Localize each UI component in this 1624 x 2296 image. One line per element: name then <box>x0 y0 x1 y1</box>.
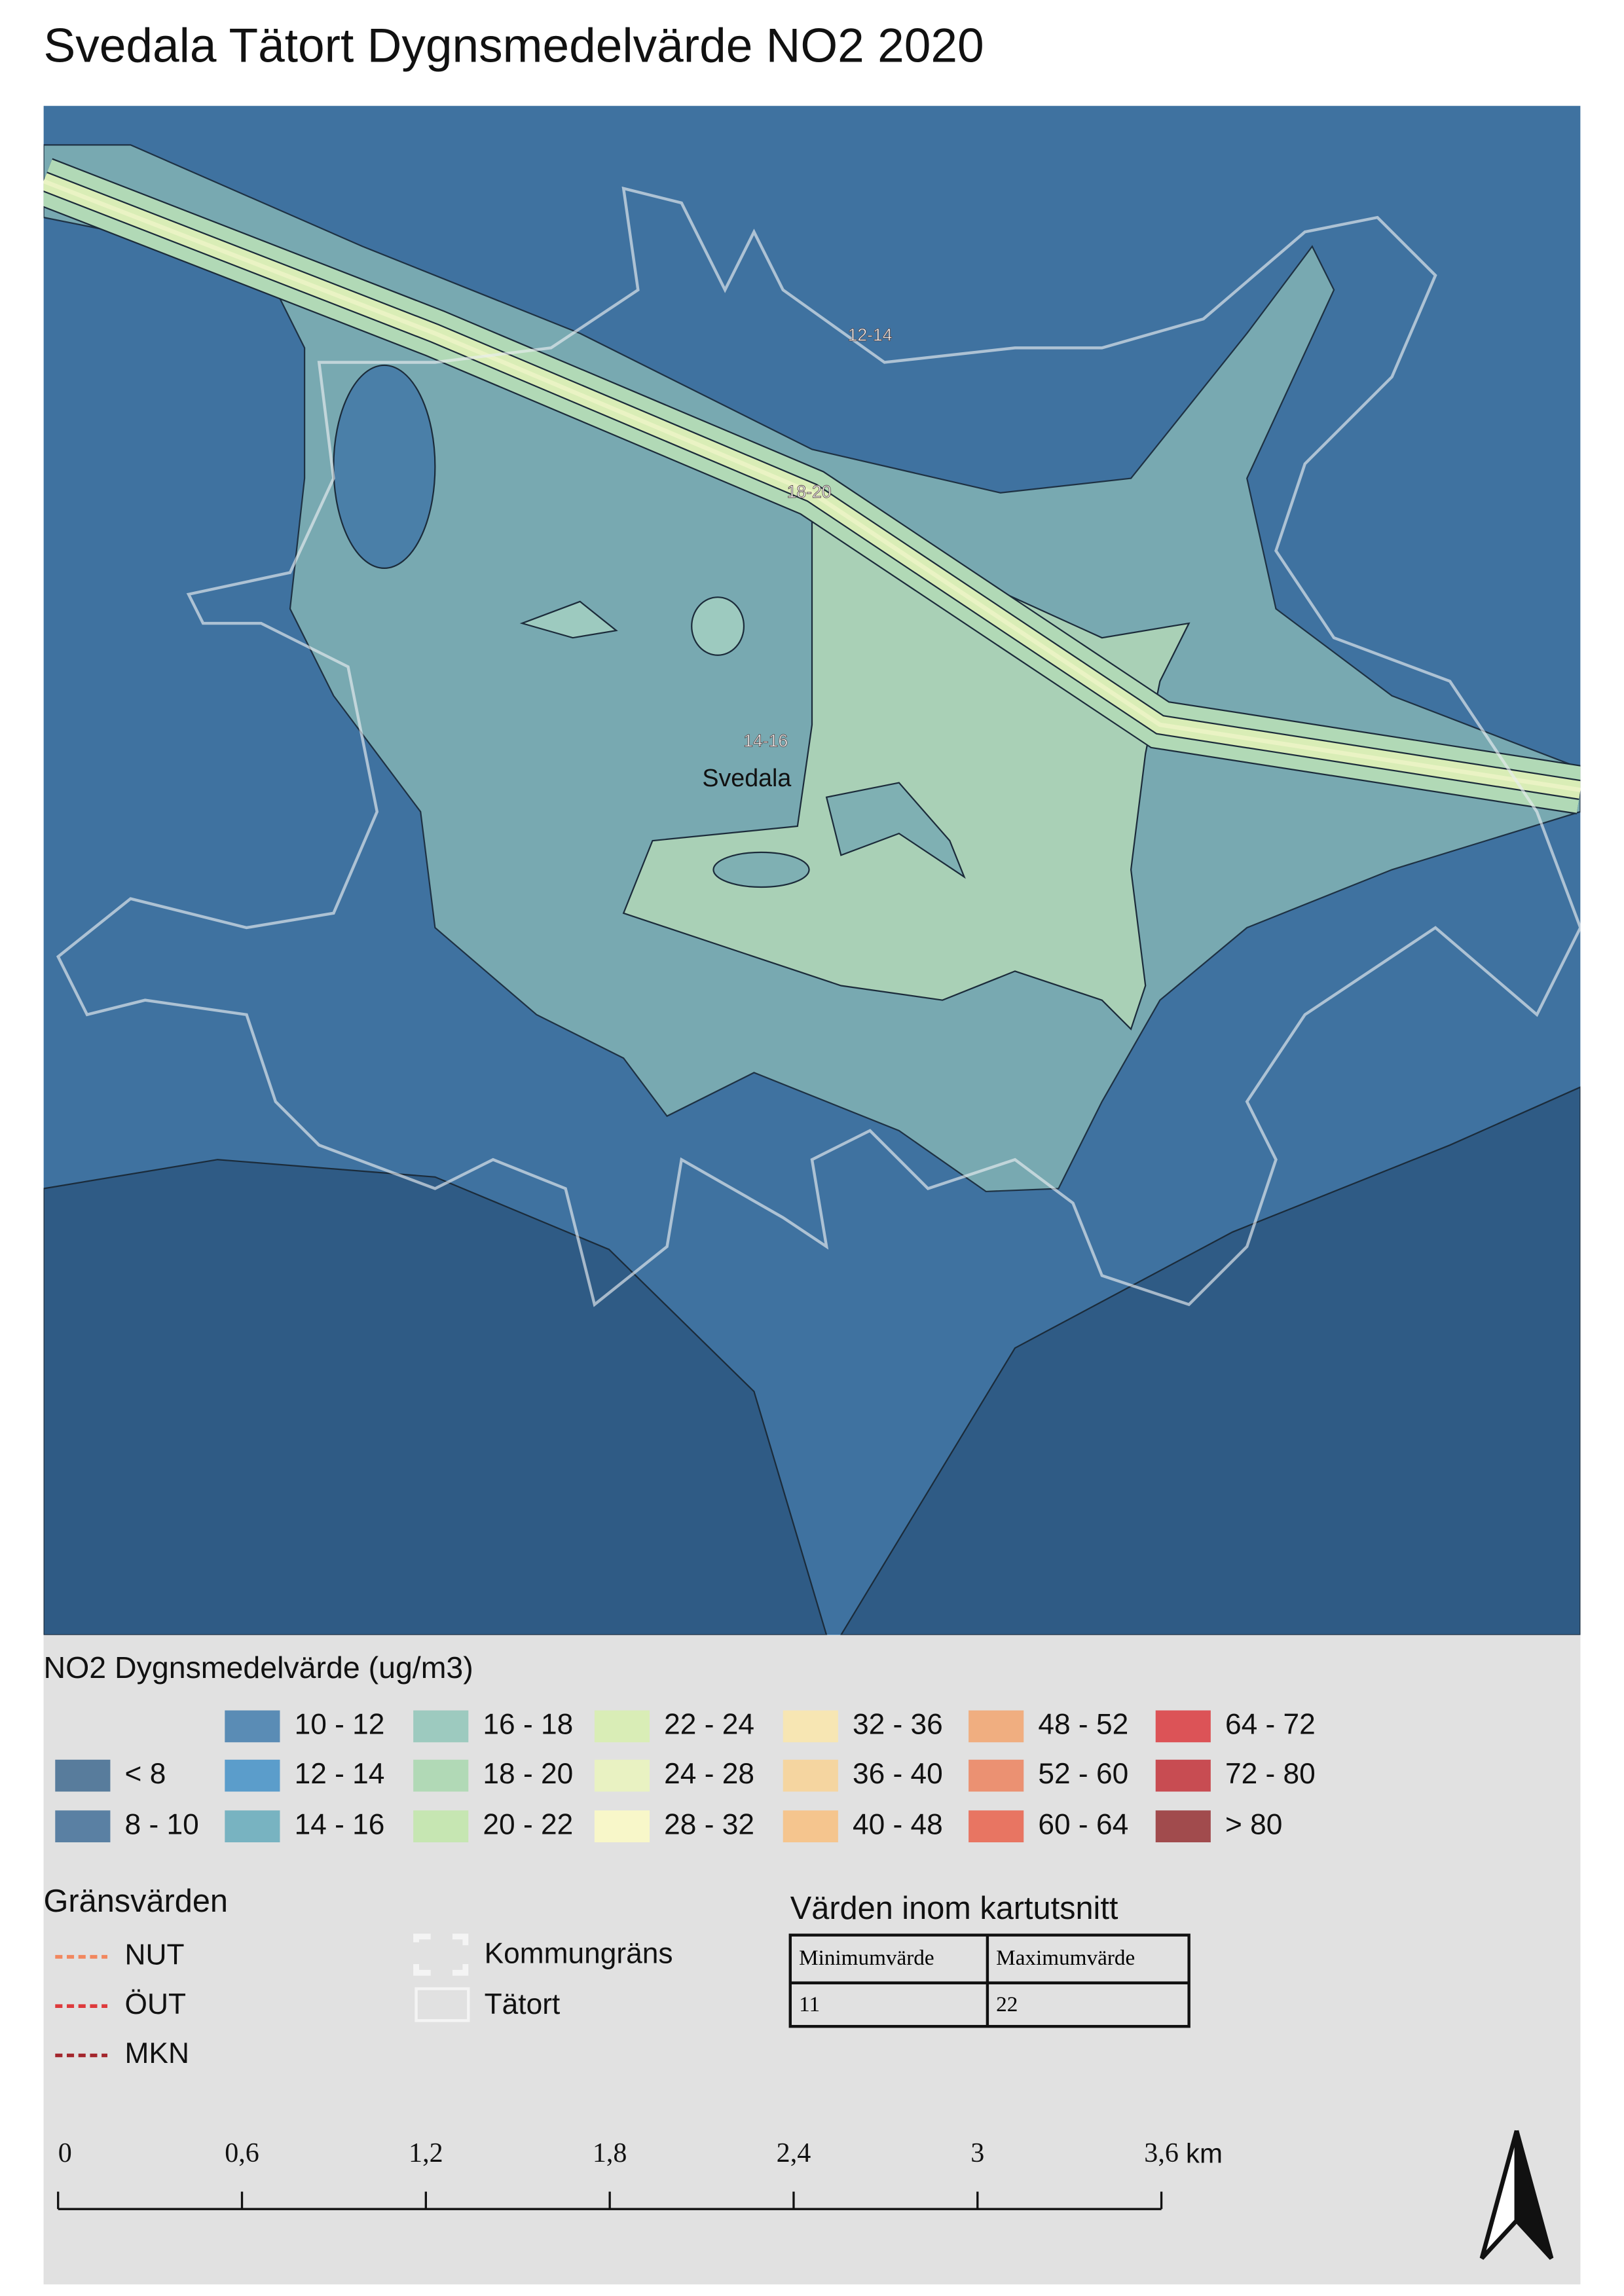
legend-swatch <box>1155 1810 1211 1843</box>
legend-panel: NO2 Dygnsmedelvärde (ug/m3) Gränsvärden … <box>43 1635 1581 2285</box>
scale-label: 0 <box>58 2138 72 2168</box>
zone-22-24 <box>43 179 1581 792</box>
legend-label: 20 - 22 <box>483 1808 573 1840</box>
legend-swatch <box>413 1710 469 1743</box>
legend-label: 40 - 48 <box>853 1808 943 1840</box>
legend-label: 8 - 10 <box>125 1808 199 1840</box>
map: 12-14 18-20 14-16 Svedala <box>43 105 1581 1635</box>
legend-label: 28 - 32 <box>664 1808 754 1840</box>
zone-10-12 <box>43 1159 828 1635</box>
north-arrow-right <box>1514 2130 1554 2260</box>
legend-swatch <box>783 1710 838 1743</box>
limits-title: Gränsvärden <box>44 1884 228 1919</box>
legend-label: 32 - 36 <box>853 1709 943 1741</box>
legend-label: 64 - 72 <box>1225 1709 1316 1741</box>
legend-label: 24 - 28 <box>664 1758 754 1790</box>
legend-title: NO2 Dygnsmedelvärde (ug/m3) <box>44 1650 473 1685</box>
scale-unit: km <box>1186 2138 1223 2168</box>
legend-label: 60 - 64 <box>1038 1808 1128 1840</box>
legend-label: 48 - 52 <box>1038 1709 1128 1741</box>
title: Svedala Tätort Dygnsmedelvärde NO2 2020 <box>44 20 984 73</box>
legend-swatch <box>594 1710 650 1743</box>
tatort-symbol <box>415 1987 470 2022</box>
scale-label: 1,8 <box>593 2138 627 2168</box>
map-label: 14-16 <box>743 731 788 751</box>
scale-label: 3 <box>970 2138 984 2168</box>
scale-label: 0,6 <box>225 2138 259 2168</box>
legend-swatch <box>1155 1710 1211 1743</box>
table-border <box>788 1933 1190 2028</box>
zone-16-18 <box>691 596 745 656</box>
zone-10-12 <box>840 1086 1581 1635</box>
legend-label: 18 - 20 <box>483 1758 573 1790</box>
legend-label: 52 - 60 <box>1038 1758 1128 1790</box>
legend-swatch <box>783 1759 838 1792</box>
legend-swatch <box>969 1759 1024 1792</box>
kommungrans-symbol <box>413 1933 469 1976</box>
north-arrow <box>1479 2130 1554 2260</box>
legend-swatch <box>225 1810 280 1843</box>
zone-14-16 <box>825 782 966 879</box>
zone-12-14 <box>333 364 436 570</box>
table-cell: 11 <box>799 1992 820 2016</box>
legend-swatch <box>225 1759 280 1792</box>
table-cell: 22 <box>996 1992 1018 2016</box>
boundary-label: Tätort <box>485 1988 561 2020</box>
legend-label: 12 - 14 <box>295 1758 385 1790</box>
legend-swatch <box>55 1759 111 1792</box>
zone-16-18 <box>519 600 618 639</box>
limit-label: MKN <box>125 2037 189 2069</box>
scale-label: 2,4 <box>777 2138 811 2168</box>
legend-swatch <box>413 1810 469 1843</box>
legend-swatch <box>225 1710 280 1743</box>
legend-swatch <box>594 1810 650 1843</box>
legend-label: 10 - 12 <box>295 1709 385 1741</box>
scale-label: 1,2 <box>409 2138 443 2168</box>
legend-label: 22 - 24 <box>664 1709 754 1741</box>
map-label: 12-14 <box>848 325 893 345</box>
legend-swatch <box>1155 1759 1211 1792</box>
legend-label: 16 - 18 <box>483 1709 573 1741</box>
legend-swatch <box>783 1810 838 1843</box>
boundary-label: Kommungräns <box>485 1937 673 1969</box>
legend-label: > 80 <box>1225 1808 1282 1840</box>
table-title: Värden inom kartutsnitt <box>790 1891 1118 1926</box>
map-label: 18-20 <box>787 482 832 501</box>
legend-swatch <box>413 1759 469 1792</box>
zone-14-16 <box>712 851 810 888</box>
limit-label: ÖUT <box>125 1988 186 2020</box>
table-header: Minimumvärde <box>799 1946 934 1970</box>
legend-label: 14 - 16 <box>295 1808 385 1840</box>
legend-swatch <box>969 1810 1024 1843</box>
legend-label: 36 - 40 <box>853 1758 943 1790</box>
legend-swatch <box>969 1710 1024 1743</box>
place-label: Svedala <box>702 764 791 792</box>
legend-background <box>43 1635 1581 2285</box>
legend-swatch <box>55 1810 111 1843</box>
table-header: Maximumvärde <box>996 1946 1135 1970</box>
tatort-boundary <box>56 186 1581 1307</box>
legend-label: 72 - 80 <box>1225 1758 1316 1790</box>
limit-label: NUT <box>125 1939 185 1971</box>
legend-label: < 8 <box>125 1758 166 1790</box>
scale-label: 3,6 <box>1144 2138 1179 2168</box>
legend-swatch <box>594 1759 650 1792</box>
stats-table: Minimumvärde Maximumvärde 11 22 <box>788 1933 1190 2028</box>
